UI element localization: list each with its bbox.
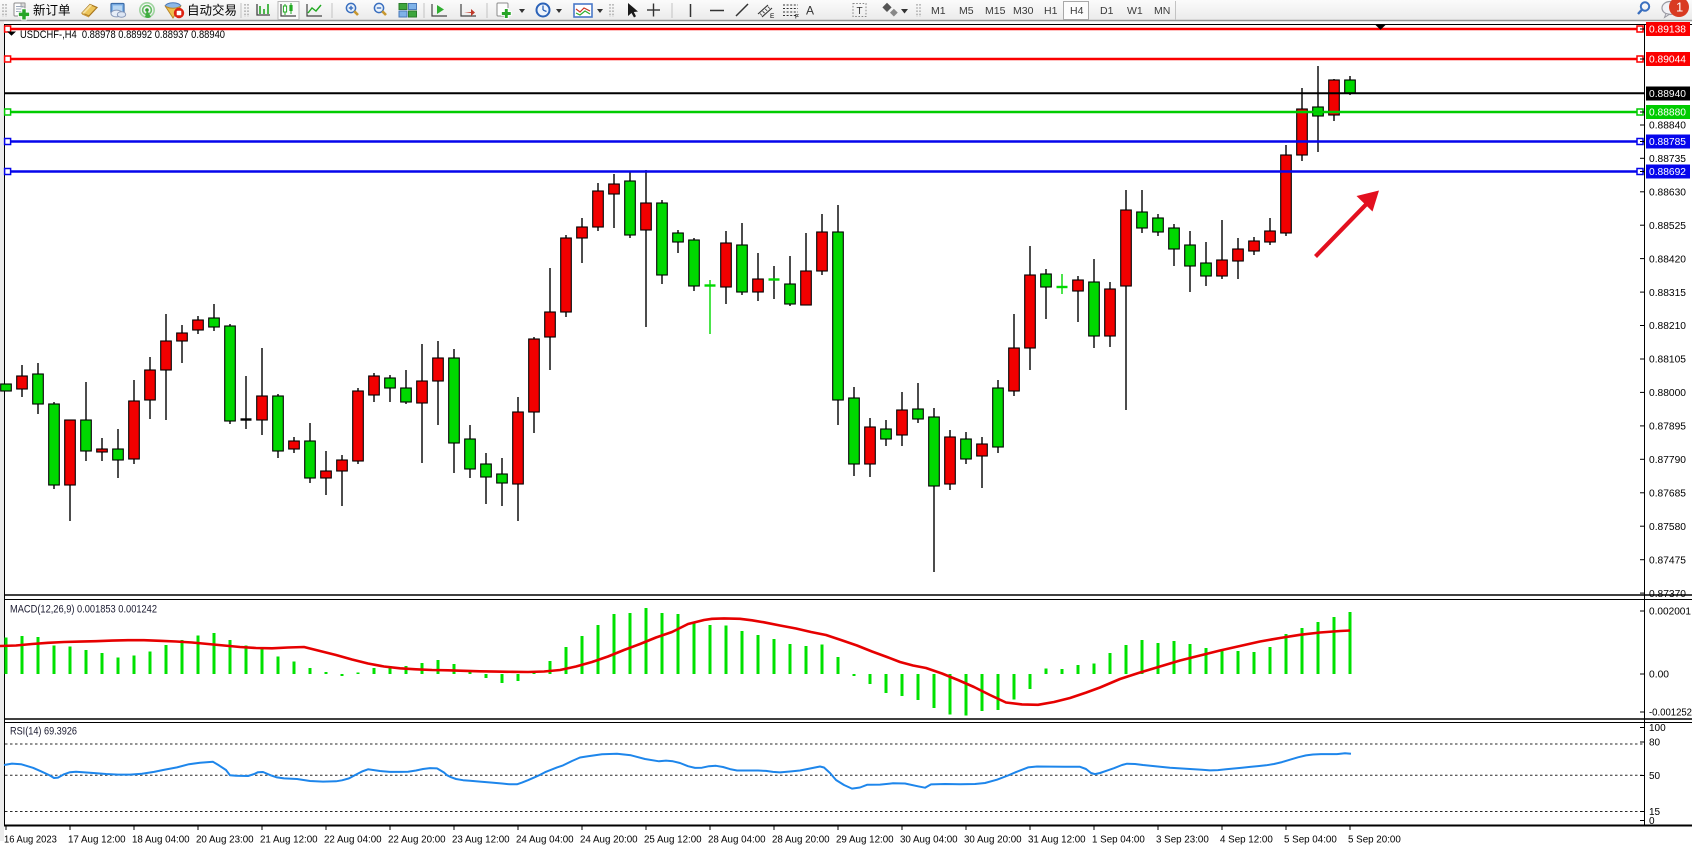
svg-text:0.87370: 0.87370 xyxy=(1649,589,1686,600)
svg-text:0.87475: 0.87475 xyxy=(1649,555,1686,566)
svg-text:0.87895: 0.87895 xyxy=(1649,422,1686,433)
svg-text:0.88840: 0.88840 xyxy=(1649,121,1686,132)
svg-text:22 Aug 20:00: 22 Aug 20:00 xyxy=(388,835,446,846)
svg-text:31 Aug 12:00: 31 Aug 12:00 xyxy=(1028,835,1086,846)
svg-text:USDCHF-,H4 0.88978 0.88992 0.: USDCHF-,H4 0.88978 0.88992 0.88937 0.889… xyxy=(20,29,225,41)
svg-text:5 Sep 20:00: 5 Sep 20:00 xyxy=(1348,835,1401,846)
svg-text:0.88785: 0.88785 xyxy=(1649,137,1686,148)
svg-text:MN: MN xyxy=(1154,5,1170,17)
svg-text:3 Sep 23:00: 3 Sep 23:00 xyxy=(1156,835,1209,846)
svg-text:30 Aug 20:00: 30 Aug 20:00 xyxy=(964,835,1022,846)
svg-text:0.88940: 0.88940 xyxy=(1649,89,1686,100)
svg-text:F: F xyxy=(795,14,799,21)
svg-text:0.88630: 0.88630 xyxy=(1649,188,1686,199)
svg-text:0.87685: 0.87685 xyxy=(1649,489,1686,500)
svg-text:M1: M1 xyxy=(931,5,946,17)
svg-text:0.00: 0.00 xyxy=(1649,670,1669,681)
svg-text:0.88000: 0.88000 xyxy=(1649,388,1686,399)
svg-text:E: E xyxy=(770,13,775,20)
svg-text:18 Aug 04:00: 18 Aug 04:00 xyxy=(132,835,190,846)
svg-text:0.87580: 0.87580 xyxy=(1649,522,1686,533)
svg-text:20 Aug 23:00: 20 Aug 23:00 xyxy=(196,835,254,846)
svg-text:24 Aug 04:00: 24 Aug 04:00 xyxy=(516,835,574,846)
svg-text:0.88735: 0.88735 xyxy=(1649,154,1686,165)
svg-text:T: T xyxy=(857,6,863,17)
svg-text:0: 0 xyxy=(1649,816,1655,827)
svg-text:0.88315: 0.88315 xyxy=(1649,288,1686,299)
svg-text:D1: D1 xyxy=(1100,5,1114,17)
svg-text:23 Aug 12:00: 23 Aug 12:00 xyxy=(452,835,510,846)
svg-text:25 Aug 12:00: 25 Aug 12:00 xyxy=(644,835,702,846)
svg-text:M30: M30 xyxy=(1013,5,1034,17)
svg-text:28 Aug 04:00: 28 Aug 04:00 xyxy=(708,835,766,846)
svg-text:30 Aug 04:00: 30 Aug 04:00 xyxy=(900,835,958,846)
svg-text:A: A xyxy=(806,4,814,18)
svg-text:H4: H4 xyxy=(1070,5,1084,17)
svg-text:24 Aug 20:00: 24 Aug 20:00 xyxy=(580,835,638,846)
svg-text:29 Aug 12:00: 29 Aug 12:00 xyxy=(836,835,894,846)
svg-text:15: 15 xyxy=(1649,807,1661,818)
svg-text:80: 80 xyxy=(1649,738,1661,749)
svg-text:MACD(12,26,9) 0.001853 0.00124: MACD(12,26,9) 0.001853 0.001242 xyxy=(10,603,157,615)
svg-text:21 Aug 12:00: 21 Aug 12:00 xyxy=(260,835,318,846)
svg-text:0.88210: 0.88210 xyxy=(1649,321,1686,332)
svg-text:RSI(14) 69.3926: RSI(14) 69.3926 xyxy=(10,725,77,737)
svg-text:新订单: 新订单 xyxy=(33,3,71,18)
svg-text:1: 1 xyxy=(1676,0,1683,15)
svg-text:4 Sep 12:00: 4 Sep 12:00 xyxy=(1220,835,1273,846)
svg-text:1 Sep 04:00: 1 Sep 04:00 xyxy=(1092,835,1145,846)
svg-text:H1: H1 xyxy=(1044,5,1058,17)
svg-text:0.89044: 0.89044 xyxy=(1649,55,1686,66)
svg-text:0.89138: 0.89138 xyxy=(1649,25,1686,36)
svg-text:0.002001: 0.002001 xyxy=(1649,607,1691,618)
svg-text:22 Aug 04:00: 22 Aug 04:00 xyxy=(324,835,382,846)
svg-text:0.88880: 0.88880 xyxy=(1649,108,1686,119)
svg-text:W1: W1 xyxy=(1127,5,1143,17)
svg-text:100: 100 xyxy=(1649,723,1666,734)
svg-text:0.88105: 0.88105 xyxy=(1649,355,1686,366)
svg-text:0.88692: 0.88692 xyxy=(1649,167,1686,178)
svg-text:28 Aug 20:00: 28 Aug 20:00 xyxy=(772,835,830,846)
svg-text:M15: M15 xyxy=(985,5,1006,17)
svg-text:0.88420: 0.88420 xyxy=(1649,254,1686,265)
svg-text:50: 50 xyxy=(1649,771,1661,782)
svg-text:自动交易: 自动交易 xyxy=(187,3,237,18)
svg-text:5 Sep 04:00: 5 Sep 04:00 xyxy=(1284,835,1337,846)
svg-text:16 Aug 2023: 16 Aug 2023 xyxy=(4,835,57,846)
svg-text:M5: M5 xyxy=(959,5,974,17)
svg-text:0.87790: 0.87790 xyxy=(1649,455,1686,466)
svg-text:0.88525: 0.88525 xyxy=(1649,221,1686,232)
svg-text:17 Aug 12:00: 17 Aug 12:00 xyxy=(68,835,126,846)
svg-text:-0.001252: -0.001252 xyxy=(1649,708,1692,719)
